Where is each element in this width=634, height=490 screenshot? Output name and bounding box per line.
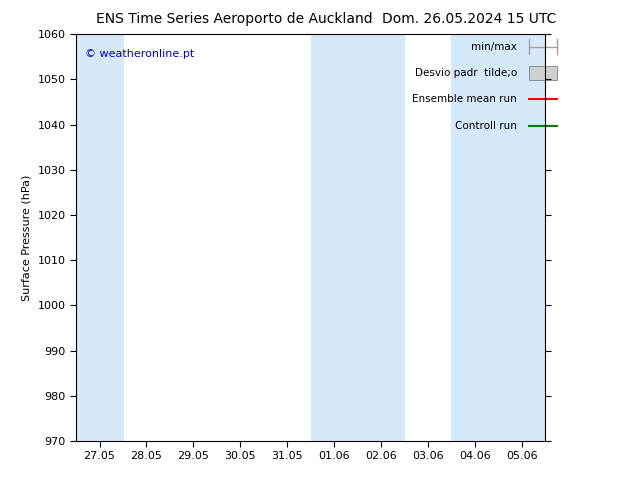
Bar	[76, 34, 123, 441]
Text: Desvio padr  tilde;o: Desvio padr tilde;o	[415, 68, 517, 78]
Bar	[358, 34, 404, 441]
Bar	[311, 34, 358, 441]
Text: min/max: min/max	[471, 42, 517, 51]
Bar	[451, 34, 498, 441]
Text: ENS Time Series Aeroporto de Auckland: ENS Time Series Aeroporto de Auckland	[96, 12, 373, 26]
Text: © weatheronline.pt: © weatheronline.pt	[86, 49, 195, 58]
Text: Controll run: Controll run	[455, 121, 517, 131]
Text: Ensemble mean run: Ensemble mean run	[412, 95, 517, 104]
Y-axis label: Surface Pressure (hPa): Surface Pressure (hPa)	[22, 174, 32, 301]
Bar	[498, 34, 545, 441]
Text: Dom. 26.05.2024 15 UTC: Dom. 26.05.2024 15 UTC	[382, 12, 557, 26]
Bar	[529, 66, 557, 80]
